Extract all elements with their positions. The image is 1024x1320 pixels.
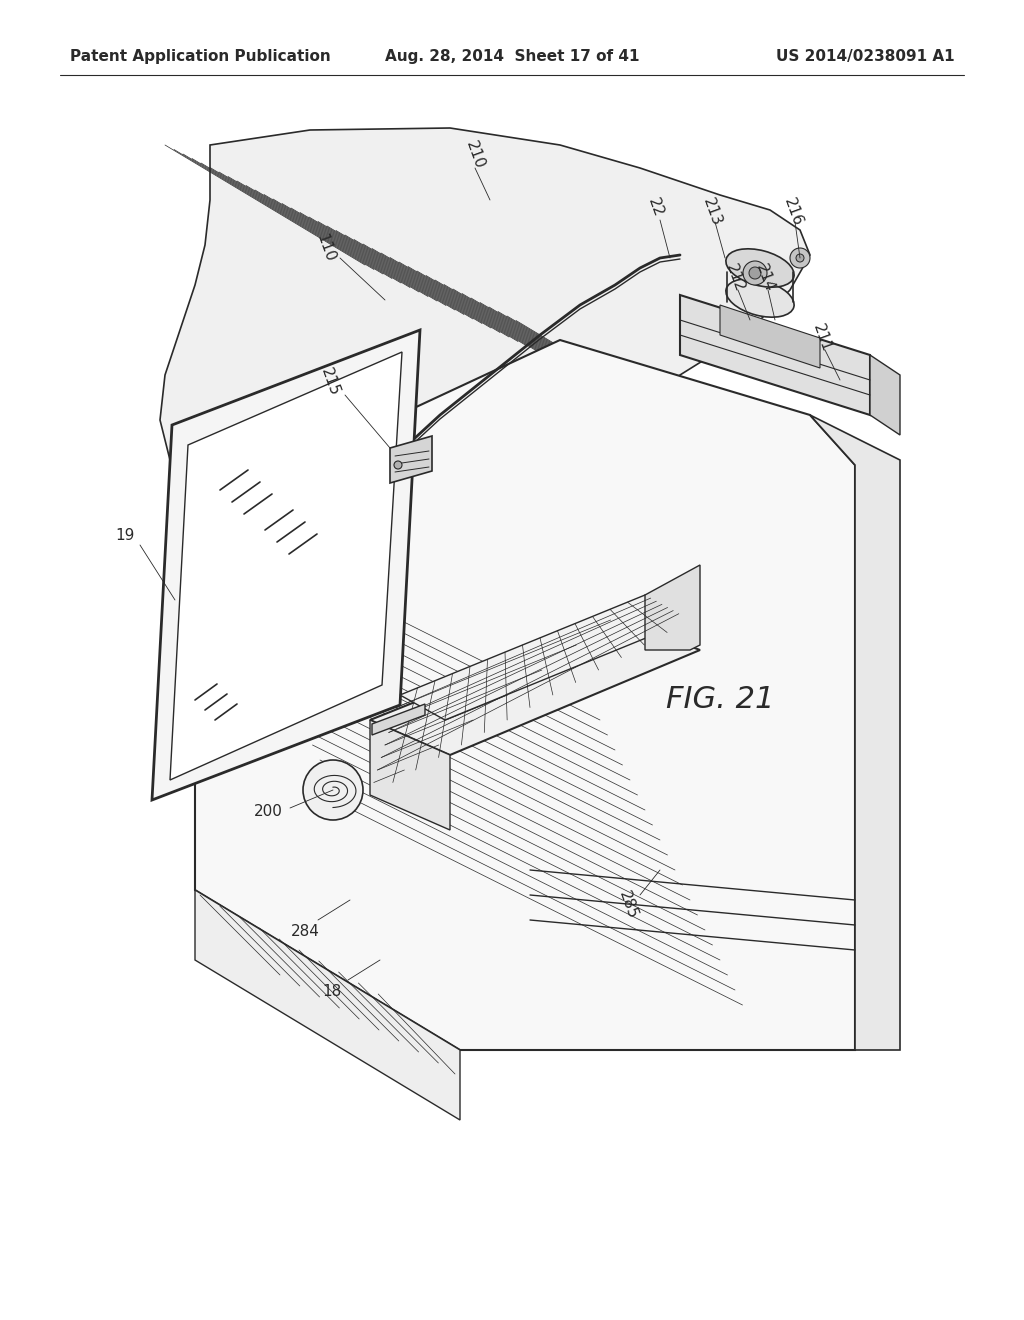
Polygon shape [645, 565, 700, 649]
Polygon shape [390, 436, 432, 483]
Text: 284: 284 [291, 924, 319, 940]
Text: 215: 215 [318, 366, 342, 399]
Text: 110: 110 [313, 232, 337, 264]
Polygon shape [720, 305, 820, 368]
Ellipse shape [726, 279, 794, 317]
Polygon shape [195, 341, 855, 1049]
Circle shape [790, 248, 810, 268]
Polygon shape [195, 890, 460, 1119]
Text: US 2014/0238091 A1: US 2014/0238091 A1 [776, 49, 955, 65]
Ellipse shape [726, 249, 794, 288]
Circle shape [796, 253, 804, 261]
Text: 200: 200 [254, 804, 283, 820]
Circle shape [743, 261, 767, 285]
Polygon shape [680, 294, 870, 414]
Polygon shape [370, 620, 700, 755]
Circle shape [749, 267, 761, 279]
Text: 210: 210 [463, 139, 487, 172]
Polygon shape [400, 595, 690, 719]
Text: FIG. 21: FIG. 21 [666, 685, 774, 714]
Text: 19: 19 [116, 528, 135, 543]
Polygon shape [810, 414, 900, 1049]
Polygon shape [152, 330, 420, 800]
Circle shape [303, 760, 362, 820]
Text: 216: 216 [781, 195, 805, 228]
Text: Patent Application Publication: Patent Application Publication [70, 49, 331, 65]
Text: 213: 213 [700, 195, 724, 228]
Polygon shape [372, 704, 425, 735]
Text: 18: 18 [323, 985, 342, 999]
Polygon shape [370, 719, 450, 830]
Text: 214: 214 [753, 261, 777, 294]
Text: 211: 211 [810, 322, 834, 354]
Text: 212: 212 [723, 261, 746, 294]
Text: Aug. 28, 2014  Sheet 17 of 41: Aug. 28, 2014 Sheet 17 of 41 [385, 49, 639, 65]
Polygon shape [870, 355, 900, 436]
Circle shape [394, 461, 402, 469]
Text: 22: 22 [645, 197, 666, 219]
Polygon shape [160, 128, 810, 576]
Polygon shape [170, 352, 402, 780]
Text: 285: 285 [616, 888, 640, 921]
